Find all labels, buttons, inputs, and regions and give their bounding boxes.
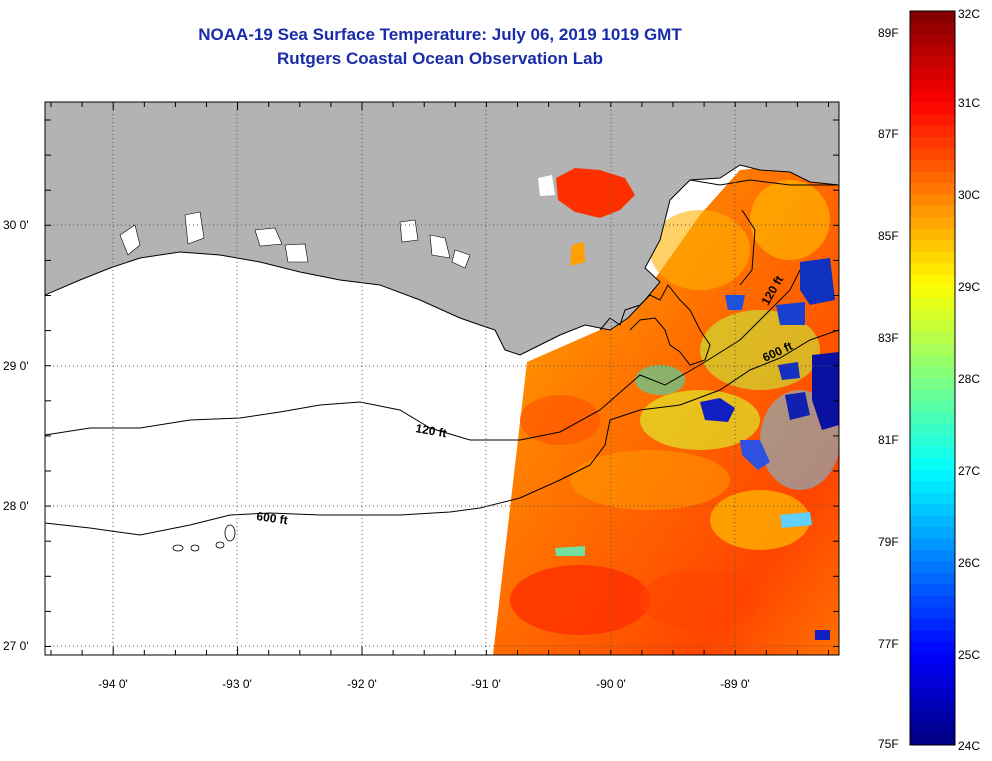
map-title: NOAA-19 Sea Surface Temperature: July 06…	[198, 25, 682, 44]
sst-patches	[510, 180, 839, 635]
lon-label: -93 0'	[222, 677, 252, 691]
lat-label: 29 0'	[3, 359, 29, 373]
contour-120ft-east	[739, 209, 756, 286]
contour-islands	[172, 524, 236, 552]
contour-label-600ft: 600 ft	[256, 509, 289, 527]
lake-warm-patch	[556, 168, 635, 218]
contour-label-120ft: 120 ft	[414, 421, 447, 440]
frame-ticks	[45, 102, 839, 655]
lon-label: -91 0'	[471, 677, 501, 691]
lon-label: -89 0'	[720, 677, 750, 691]
lon-label: -94 0'	[98, 677, 128, 691]
lon-label: -90 0'	[596, 677, 626, 691]
coastline-east	[689, 179, 839, 186]
latitude-labels: 30 0' 29 0' 28 0' 27 0'	[3, 218, 29, 653]
delta-coastline	[599, 284, 711, 366]
inland-warm-patch	[570, 242, 585, 266]
land-mass	[45, 102, 839, 356]
contour-120ft	[45, 269, 801, 441]
longitude-labels: -94 0' -93 0' -92 0' -91 0' -90 0' -89 0…	[98, 677, 750, 691]
contour-600ft	[45, 329, 839, 536]
sst-cold-spots	[555, 258, 839, 640]
lake-white-patch	[538, 175, 555, 196]
map-frame	[44, 101, 840, 656]
lat-label: 30 0'	[3, 218, 29, 232]
lat-label: 27 0'	[3, 639, 29, 653]
lat-label: 28 0'	[3, 499, 29, 513]
graticule	[45, 102, 839, 655]
map-subtitle: Rutgers Coastal Ocean Observation Lab	[277, 49, 603, 68]
lon-label: -92 0'	[347, 677, 377, 691]
